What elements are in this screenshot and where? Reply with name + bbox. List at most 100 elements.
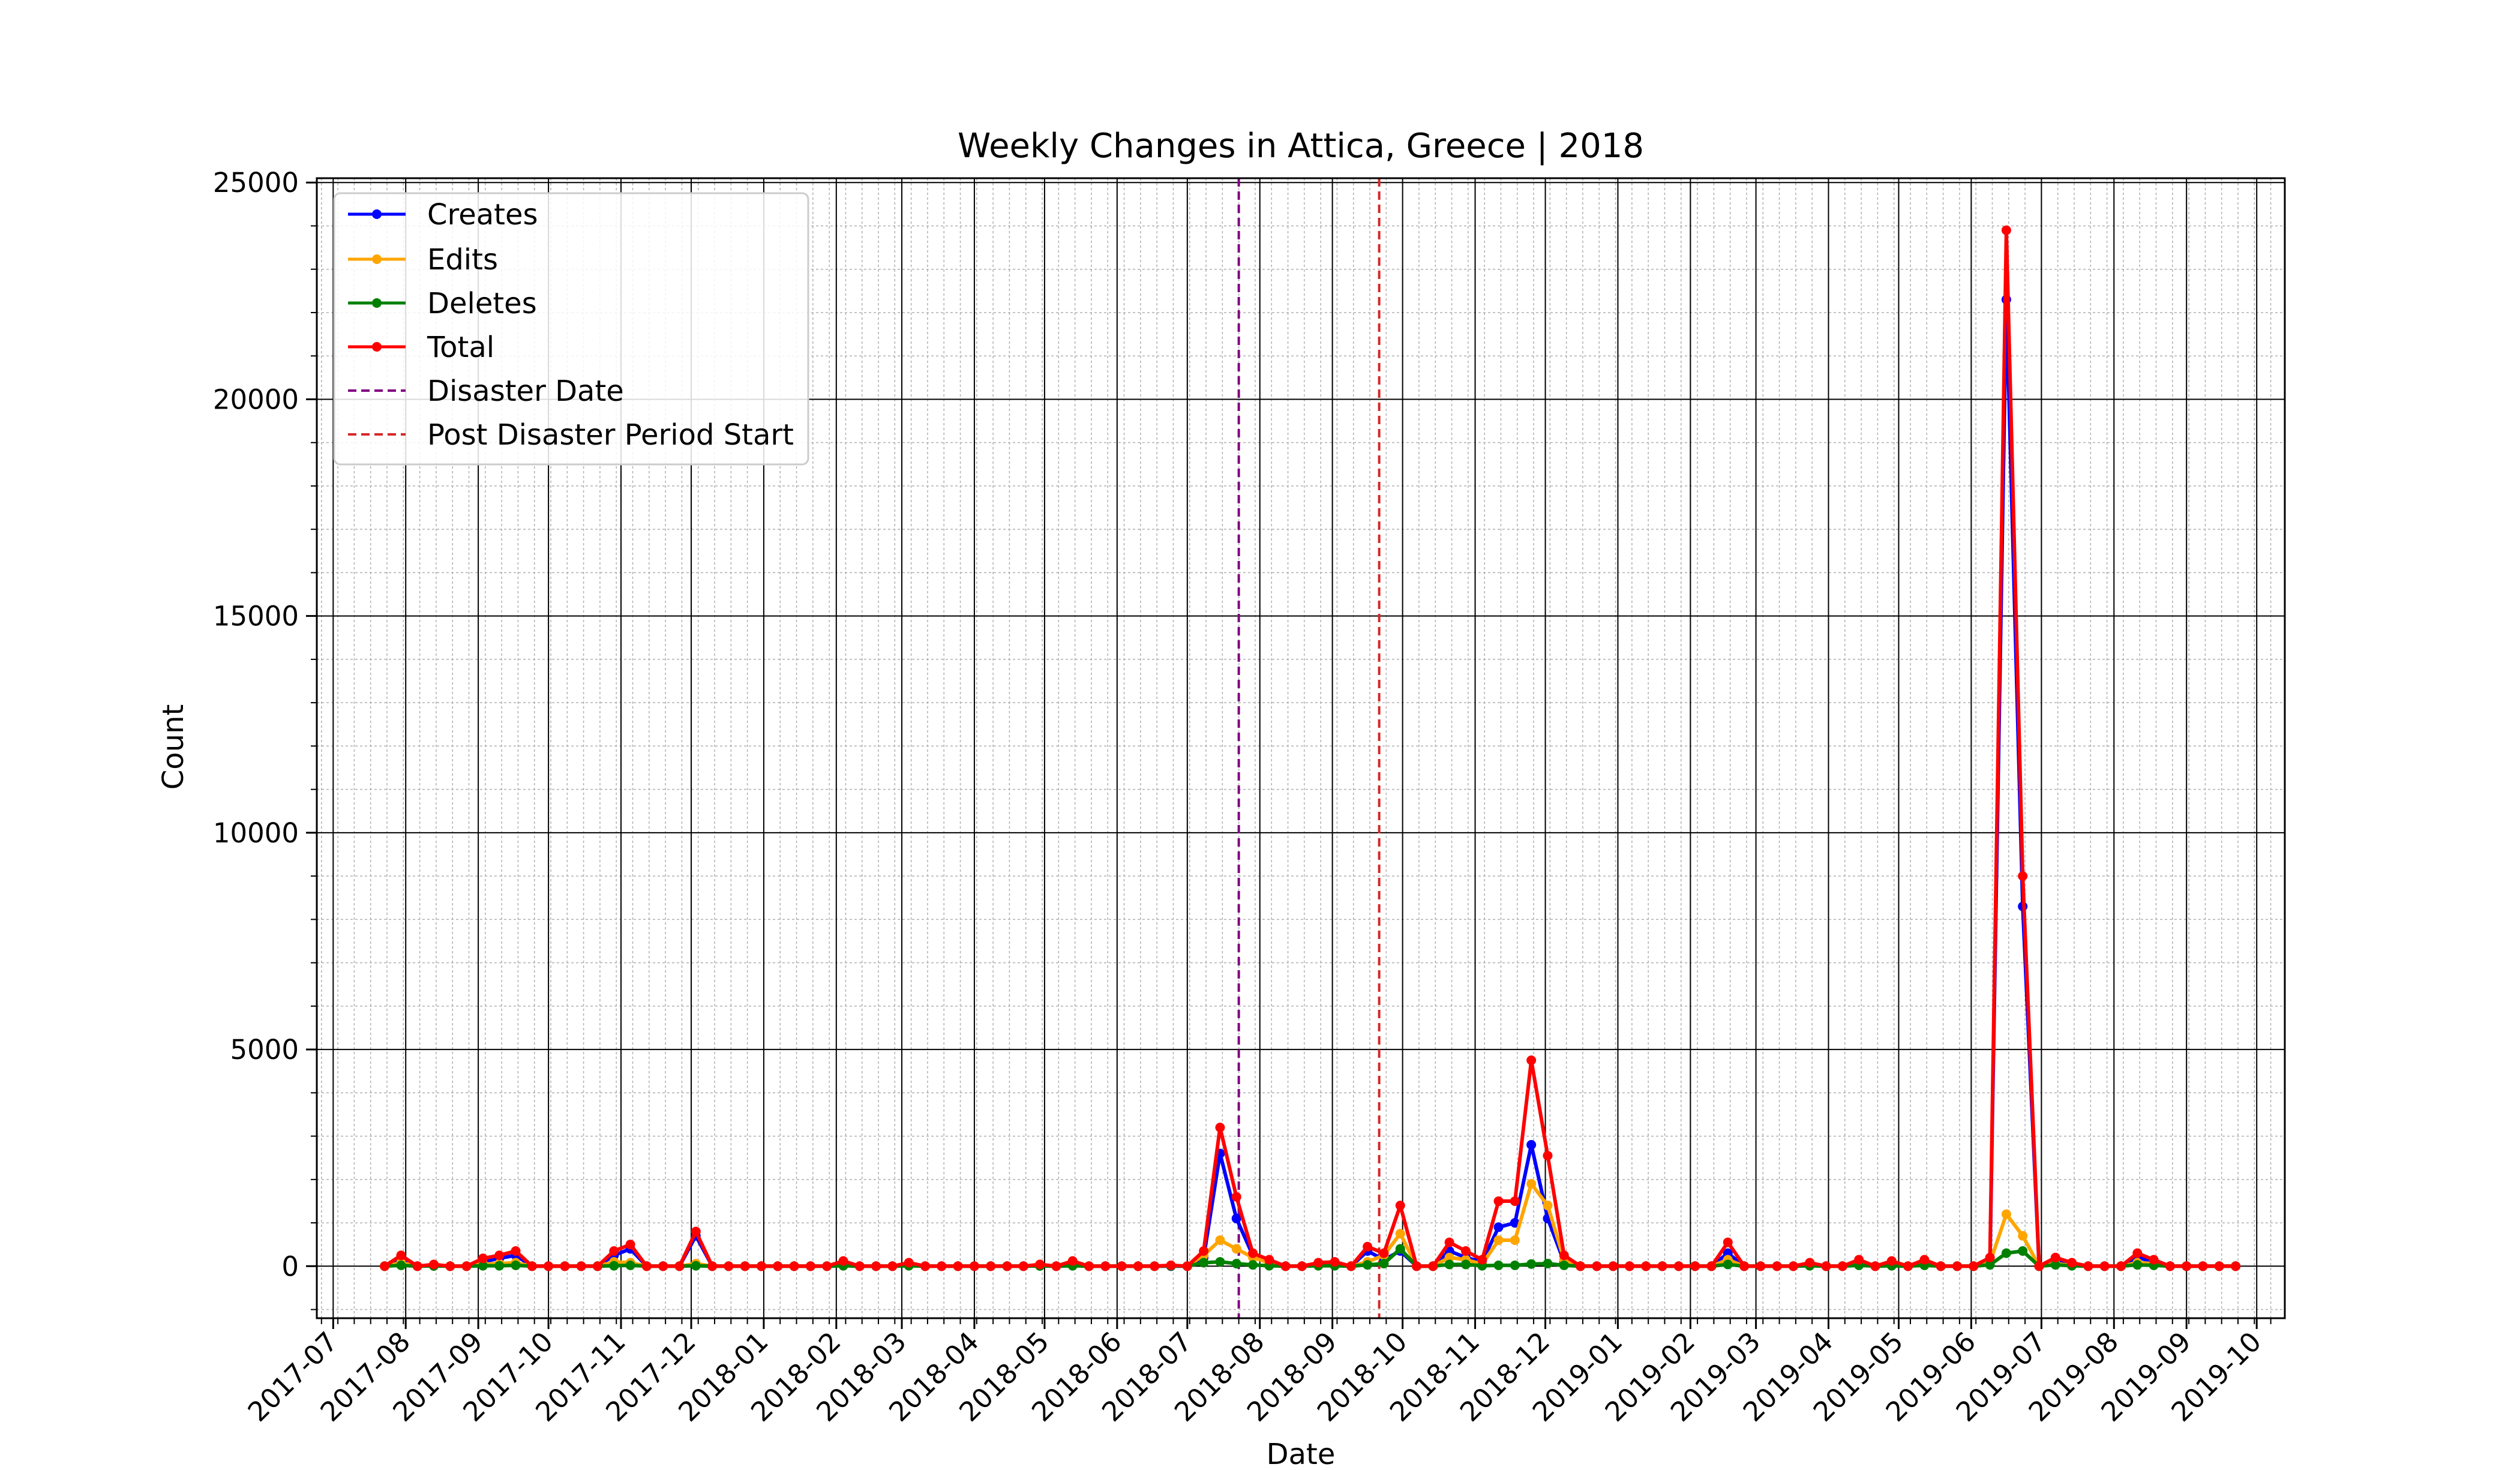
data-point-total (1313, 1258, 1324, 1268)
data-point-total (969, 1261, 979, 1271)
data-point-deletes (1363, 1260, 1373, 1270)
data-point-total (2165, 1261, 2175, 1271)
data-point-edits (1526, 1179, 1537, 1189)
data-point-deletes (494, 1261, 505, 1271)
legend-marker-total (372, 342, 382, 352)
data-point-total (560, 1261, 570, 1271)
legend-label-creates: Creates (427, 198, 538, 232)
data-point-total (478, 1253, 488, 1264)
data-point-total (1886, 1256, 1897, 1266)
data-point-total (822, 1261, 832, 1271)
data-point-deletes (1510, 1260, 1520, 1270)
data-point-total (1248, 1248, 1258, 1258)
data-point-total (854, 1261, 865, 1271)
data-point-total (1166, 1260, 1176, 1270)
data-point-total (1673, 1261, 1684, 1271)
y-tick-label: 10000 (213, 817, 299, 849)
data-point-total (511, 1246, 521, 1256)
data-point-total (461, 1261, 472, 1271)
legend-entry-creates: Creates (348, 198, 538, 232)
data-point-total (2132, 1248, 2143, 1258)
data-point-total (724, 1261, 734, 1271)
data-point-total (1559, 1250, 1569, 1261)
legend-marker-edits (372, 254, 382, 264)
legend-label-deletes: Deletes (427, 287, 537, 320)
data-point-total (1756, 1261, 1766, 1271)
data-point-deletes (1215, 1257, 1225, 1267)
data-point-deletes (1985, 1260, 1995, 1270)
data-point-deletes (1526, 1259, 1537, 1269)
data-point-total (1444, 1237, 1454, 1247)
data-point-deletes (2050, 1260, 2060, 1270)
data-point-total (1133, 1261, 1143, 1271)
y-tick-label: 20000 (213, 383, 299, 415)
data-point-total (412, 1261, 422, 1271)
data-point-deletes (511, 1260, 521, 1270)
data-point-edits (1510, 1235, 1520, 1245)
legend-entry-post-disaster: Post Disaster Period Start (348, 418, 794, 452)
data-point-total (2214, 1261, 2224, 1271)
data-point-total (658, 1261, 668, 1271)
data-point-total (1117, 1261, 1127, 1271)
legend: Creates Edits Deletes Total Disaster Dat… (333, 192, 809, 466)
data-point-total (805, 1261, 815, 1271)
legend-marker-deletes (372, 298, 382, 308)
data-point-deletes (625, 1260, 635, 1270)
data-point-deletes (609, 1261, 619, 1271)
data-point-total (937, 1261, 947, 1271)
data-point-total (445, 1261, 455, 1271)
data-point-deletes (691, 1261, 701, 1271)
data-point-total (1035, 1259, 1045, 1270)
data-point-total (1330, 1257, 1340, 1267)
data-point-total (773, 1261, 783, 1271)
data-point-total (789, 1261, 799, 1271)
data-point-total (527, 1261, 537, 1271)
data-point-total (1199, 1246, 1209, 1256)
data-point-total (1067, 1256, 1078, 1266)
data-point-total (1510, 1196, 1520, 1206)
legend-label-disaster-date: Disaster Date (427, 374, 624, 408)
data-point-total (2018, 871, 2028, 881)
data-point-edits (1395, 1229, 1405, 1239)
data-point-total (2099, 1261, 2110, 1271)
data-point-edits (1543, 1201, 1553, 1211)
data-point-total (691, 1226, 701, 1237)
data-point-total (1690, 1261, 1700, 1271)
reference-lines (1237, 178, 1381, 1318)
data-point-total (871, 1261, 881, 1271)
data-point-total (1608, 1261, 1618, 1271)
legend-label-post-disaster: Post Disaster Period Start (427, 418, 794, 452)
data-point-creates (1510, 1218, 1520, 1228)
data-point-deletes (2132, 1260, 2143, 1270)
data-point-total (1493, 1196, 1504, 1206)
data-point-deletes (2018, 1246, 2028, 1256)
data-point-total (1576, 1261, 1586, 1271)
y-axis-ticks: 0 5000 10000 15000 20000 25000 (213, 167, 317, 1310)
legend-label-edits: Edits (427, 243, 498, 277)
legend-entry-disaster-date: Disaster Date (348, 374, 624, 408)
data-point-total (2083, 1261, 2093, 1271)
legend-entry-deletes: Deletes (348, 287, 537, 320)
data-point-edits (1231, 1244, 1241, 1254)
data-point-total (1346, 1261, 1356, 1271)
data-point-total (1788, 1261, 1798, 1271)
data-point-total (1805, 1258, 1815, 1268)
data-point-edits (1215, 1235, 1225, 1245)
data-point-total (396, 1250, 406, 1261)
data-point-edits (2018, 1231, 2028, 1241)
y-tick-label: 0 (281, 1250, 299, 1282)
data-point-creates (1493, 1222, 1504, 1232)
data-point-total (380, 1261, 390, 1271)
data-point-total (1084, 1261, 1094, 1271)
data-point-total (2116, 1261, 2126, 1271)
data-point-total (1051, 1261, 1061, 1271)
data-point-total (1100, 1261, 1111, 1271)
data-point-total (1870, 1261, 1880, 1271)
data-point-total (1526, 1055, 1537, 1066)
data-point-total (740, 1261, 750, 1271)
data-point-total (920, 1261, 931, 1271)
data-point-total (953, 1261, 963, 1271)
data-point-total (707, 1261, 718, 1271)
data-point-total (1624, 1261, 1634, 1271)
data-point-total (2001, 225, 2011, 235)
